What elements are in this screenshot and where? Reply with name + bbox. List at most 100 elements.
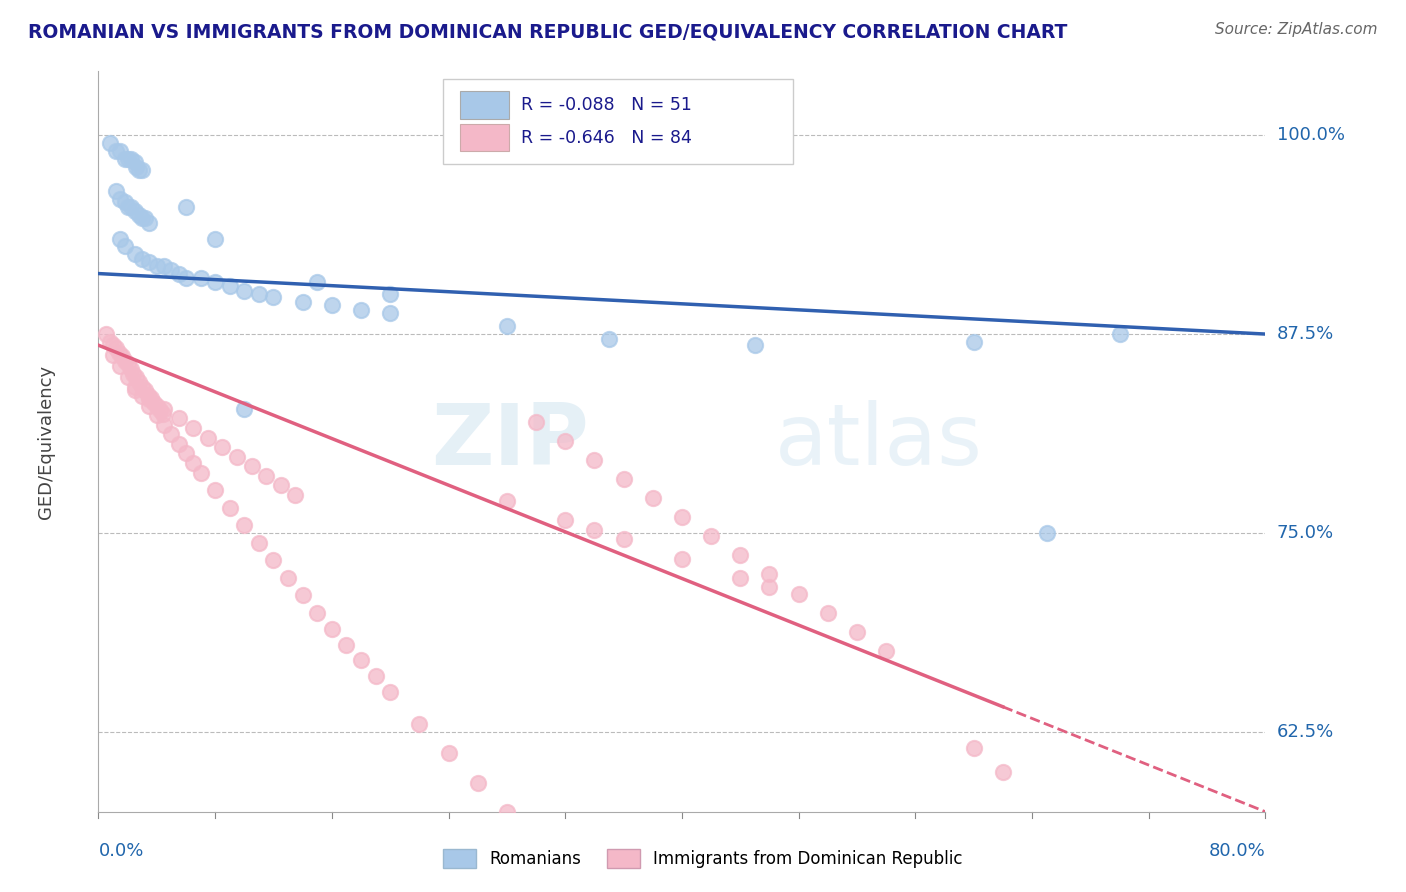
Point — [104, 184, 127, 198]
Point — [120, 152, 142, 166]
Point — [128, 375, 150, 389]
Point — [128, 208, 150, 222]
Point — [142, 395, 165, 409]
Point — [744, 338, 766, 352]
Point — [131, 379, 153, 393]
Point — [167, 267, 190, 281]
Point — [125, 160, 148, 174]
Text: 75.0%: 75.0% — [1277, 524, 1334, 542]
Point — [174, 271, 197, 285]
Point — [730, 571, 752, 585]
Point — [153, 259, 176, 273]
Text: ROMANIAN VS IMMIGRANTS FROM DOMINICAN REPUBLIC GED/EQUIVALENCY CORRELATION CHART: ROMANIAN VS IMMIGRANTS FROM DOMINICAN RE… — [28, 22, 1067, 41]
Point — [153, 401, 176, 416]
Point — [138, 399, 160, 413]
Point — [437, 746, 460, 760]
Point — [671, 551, 693, 566]
Point — [110, 231, 132, 245]
Text: 100.0%: 100.0% — [1277, 126, 1344, 144]
Point — [335, 638, 357, 652]
Point — [598, 332, 620, 346]
Point — [962, 741, 984, 756]
Point — [583, 453, 606, 467]
Point — [111, 350, 134, 364]
Point — [146, 259, 169, 273]
Point — [128, 163, 150, 178]
Point — [110, 359, 132, 373]
Point — [277, 571, 299, 585]
Point — [350, 303, 373, 318]
Point — [120, 200, 142, 214]
Point — [122, 367, 145, 381]
Point — [962, 334, 984, 349]
Point — [204, 483, 226, 497]
FancyBboxPatch shape — [443, 78, 793, 164]
Point — [160, 263, 183, 277]
Point — [117, 152, 139, 166]
Point — [211, 440, 233, 454]
Point — [467, 776, 489, 790]
Point — [125, 370, 148, 384]
Point — [138, 392, 160, 407]
Point — [101, 338, 124, 352]
Point — [104, 144, 127, 158]
Point — [846, 624, 869, 639]
Point — [117, 200, 139, 214]
Point — [160, 427, 183, 442]
Point — [110, 192, 132, 206]
Text: R = -0.646   N = 84: R = -0.646 N = 84 — [520, 129, 692, 147]
Text: 80.0%: 80.0% — [1209, 842, 1265, 860]
Point — [284, 488, 307, 502]
Point — [307, 606, 329, 620]
Point — [496, 805, 519, 819]
Point — [117, 357, 139, 371]
Point — [114, 194, 136, 209]
Point — [138, 216, 160, 230]
Point — [583, 523, 606, 537]
Point — [134, 211, 156, 225]
Point — [134, 383, 156, 397]
Point — [758, 567, 780, 582]
Text: 0.0%: 0.0% — [98, 842, 143, 860]
Point — [167, 411, 190, 425]
Point — [233, 284, 256, 298]
Point — [153, 417, 176, 432]
Point — [181, 456, 204, 470]
Point — [131, 163, 153, 178]
Point — [321, 298, 343, 312]
Point — [167, 437, 190, 451]
Point — [197, 431, 219, 445]
Point — [380, 287, 402, 301]
Point — [110, 144, 132, 158]
Point — [152, 407, 174, 421]
Point — [817, 606, 839, 620]
Point — [190, 271, 212, 285]
Point — [204, 231, 226, 245]
Point — [612, 533, 634, 547]
Point — [262, 290, 284, 304]
Point — [139, 391, 162, 405]
FancyBboxPatch shape — [460, 124, 509, 152]
Point — [146, 409, 169, 423]
Point — [233, 401, 256, 416]
Point — [247, 535, 270, 549]
Point — [181, 421, 204, 435]
Point — [240, 459, 263, 474]
Point — [554, 513, 576, 527]
Point — [641, 491, 664, 505]
Text: atlas: atlas — [775, 400, 983, 483]
Point — [94, 327, 117, 342]
Point — [114, 354, 136, 368]
Point — [408, 717, 430, 731]
Point — [350, 653, 373, 667]
Point — [254, 468, 277, 483]
Point — [700, 529, 723, 543]
Point — [875, 644, 897, 658]
Point — [612, 472, 634, 486]
Point — [131, 252, 153, 267]
Point — [991, 764, 1014, 779]
Point — [380, 685, 402, 699]
Point — [136, 387, 159, 401]
Point — [124, 247, 146, 261]
Text: GED/Equivalency: GED/Equivalency — [37, 365, 55, 518]
